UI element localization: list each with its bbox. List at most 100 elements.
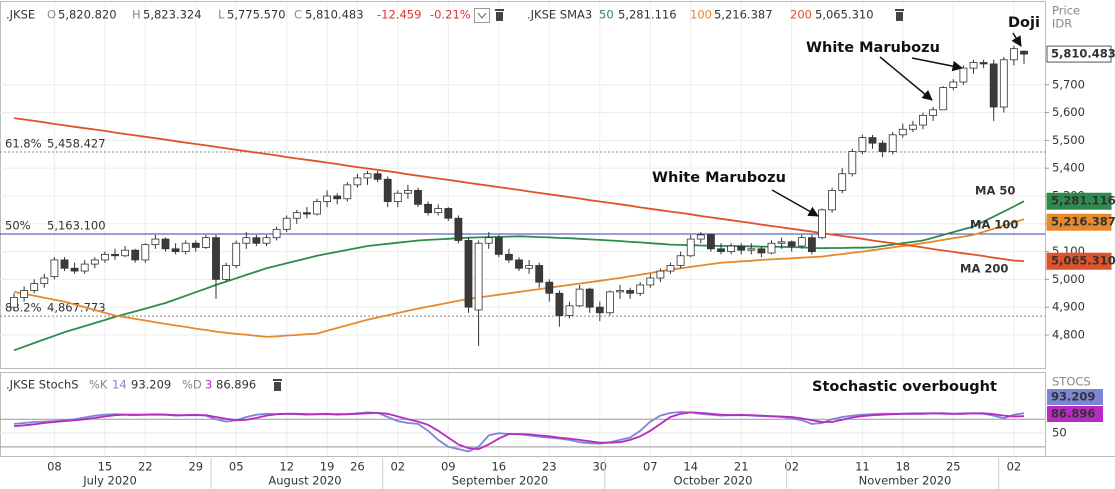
- candle-body: [767, 242, 776, 254]
- ohlc-value: 5,810.483: [305, 8, 364, 22]
- price-tag: 5,216.387: [1051, 215, 1115, 229]
- price-tag: 5,065.310: [1051, 254, 1115, 268]
- candle-body: [606, 291, 614, 314]
- dropdown-button[interactable]: [474, 8, 490, 23]
- candle-body: [282, 217, 291, 230]
- sma-value: 5,281.116: [618, 8, 677, 22]
- annotation: White Marubozu: [806, 40, 940, 56]
- candle-body: [595, 306, 604, 314]
- x-tick-label: 16: [491, 460, 506, 474]
- annotation: White Marubozu: [652, 170, 786, 186]
- candle-body: [474, 242, 483, 311]
- candle-body: [20, 290, 29, 298]
- d-value: 86.896: [216, 378, 256, 392]
- candle-body: [232, 242, 241, 266]
- candle-body: [313, 201, 321, 215]
- price-tag: 5,281.116: [1051, 194, 1115, 208]
- candle-body: [676, 255, 685, 266]
- candle-body: [222, 265, 231, 280]
- price-tag: 5,810.483: [1051, 47, 1115, 61]
- ohlc-key: L: [218, 8, 225, 22]
- sma-value: 5,065.310: [815, 8, 874, 22]
- x-tick-label: 18: [895, 460, 910, 474]
- candle-body: [828, 190, 836, 211]
- y-axis-label: Price: [1052, 4, 1080, 18]
- candle-body: [999, 59, 1008, 108]
- arrow: [911, 57, 964, 72]
- study-name: .JKSE StochS: [6, 378, 79, 392]
- stoch-line: [13, 411, 1025, 451]
- delete-icon[interactable]: [895, 9, 904, 21]
- x-tick-label: 30: [592, 460, 607, 474]
- x-tick-label: 08: [47, 460, 62, 474]
- candle-body: [555, 292, 564, 316]
- x-tick-label: 02: [390, 460, 405, 474]
- candle-body: [818, 209, 826, 239]
- month-label: October 2020: [674, 474, 753, 488]
- y-tick-label: 5,400: [1052, 161, 1085, 175]
- candle-body: [242, 237, 251, 244]
- ohlc-key: O: [47, 8, 56, 22]
- delete-icon[interactable]: [495, 9, 504, 21]
- candle-body: [626, 290, 634, 294]
- ohlc-value: 5,775.570: [227, 8, 286, 22]
- study-name: .JKSE SMA3: [527, 8, 592, 22]
- y-tick-label: 5,700: [1052, 77, 1085, 91]
- ohlc-value: 5,820.820: [58, 8, 117, 22]
- arrow: [1011, 32, 1022, 47]
- ohlc-key: C: [294, 8, 302, 22]
- delete-icon[interactable]: [273, 379, 282, 391]
- arrow: [879, 56, 933, 101]
- x-tick-label: 25: [946, 460, 961, 474]
- ma-line: [13, 117, 1025, 263]
- candle-body: [959, 67, 968, 83]
- candle-body: [60, 259, 69, 269]
- month-label: July 2020: [82, 474, 137, 488]
- candle-body: [787, 241, 796, 247]
- candle-body: [252, 237, 261, 244]
- candle-body: [131, 249, 140, 261]
- candle-body: [888, 134, 897, 152]
- candle-body: [858, 137, 867, 152]
- candle-body: [504, 253, 513, 261]
- candle-body: [454, 217, 463, 241]
- y-tick-label: 5,600: [1052, 105, 1085, 119]
- annotation: Stochastic overbought: [812, 379, 997, 395]
- candle-body: [919, 114, 927, 126]
- price-tag-bg: [1046, 252, 1112, 270]
- x-tick-label: 15: [98, 460, 113, 474]
- level-price: 5,458.427: [47, 136, 106, 150]
- candle-body: [727, 245, 735, 252]
- candle-body: [949, 81, 958, 88]
- d-label: %D: [182, 378, 202, 392]
- candle-body: [686, 238, 695, 257]
- candle-body: [111, 253, 119, 257]
- candle-body: [1020, 50, 1028, 55]
- candle-body: [737, 245, 746, 251]
- candle-body: [565, 305, 574, 316]
- y-tick-label: 4,900: [1052, 300, 1085, 314]
- ohlc-key: H: [132, 8, 141, 22]
- candle-body: [868, 137, 877, 144]
- candle-body: [696, 234, 705, 240]
- candle-body: [181, 242, 190, 252]
- candle-body: [484, 237, 493, 244]
- x-tick-label: 22: [138, 460, 153, 474]
- symbol: .JKSE: [6, 8, 35, 22]
- candle-body: [70, 267, 79, 272]
- candle-body: [434, 208, 443, 214]
- sma-period: 50: [599, 8, 614, 22]
- candle-body: [989, 63, 998, 108]
- candle-body: [494, 237, 503, 255]
- candle-body: [30, 283, 39, 291]
- candle-body: [262, 237, 271, 244]
- dropdown-icon: [477, 12, 487, 19]
- candle-body: [797, 237, 806, 247]
- k-value: 93.209: [131, 378, 171, 392]
- series-label: MA 200: [960, 262, 1008, 276]
- change: -12.459: [377, 8, 421, 22]
- candle-body: [272, 228, 281, 239]
- candle-body: [838, 173, 847, 191]
- level-price: 5,163.100: [47, 219, 106, 233]
- ohlc-value: 5,823.324: [143, 8, 202, 22]
